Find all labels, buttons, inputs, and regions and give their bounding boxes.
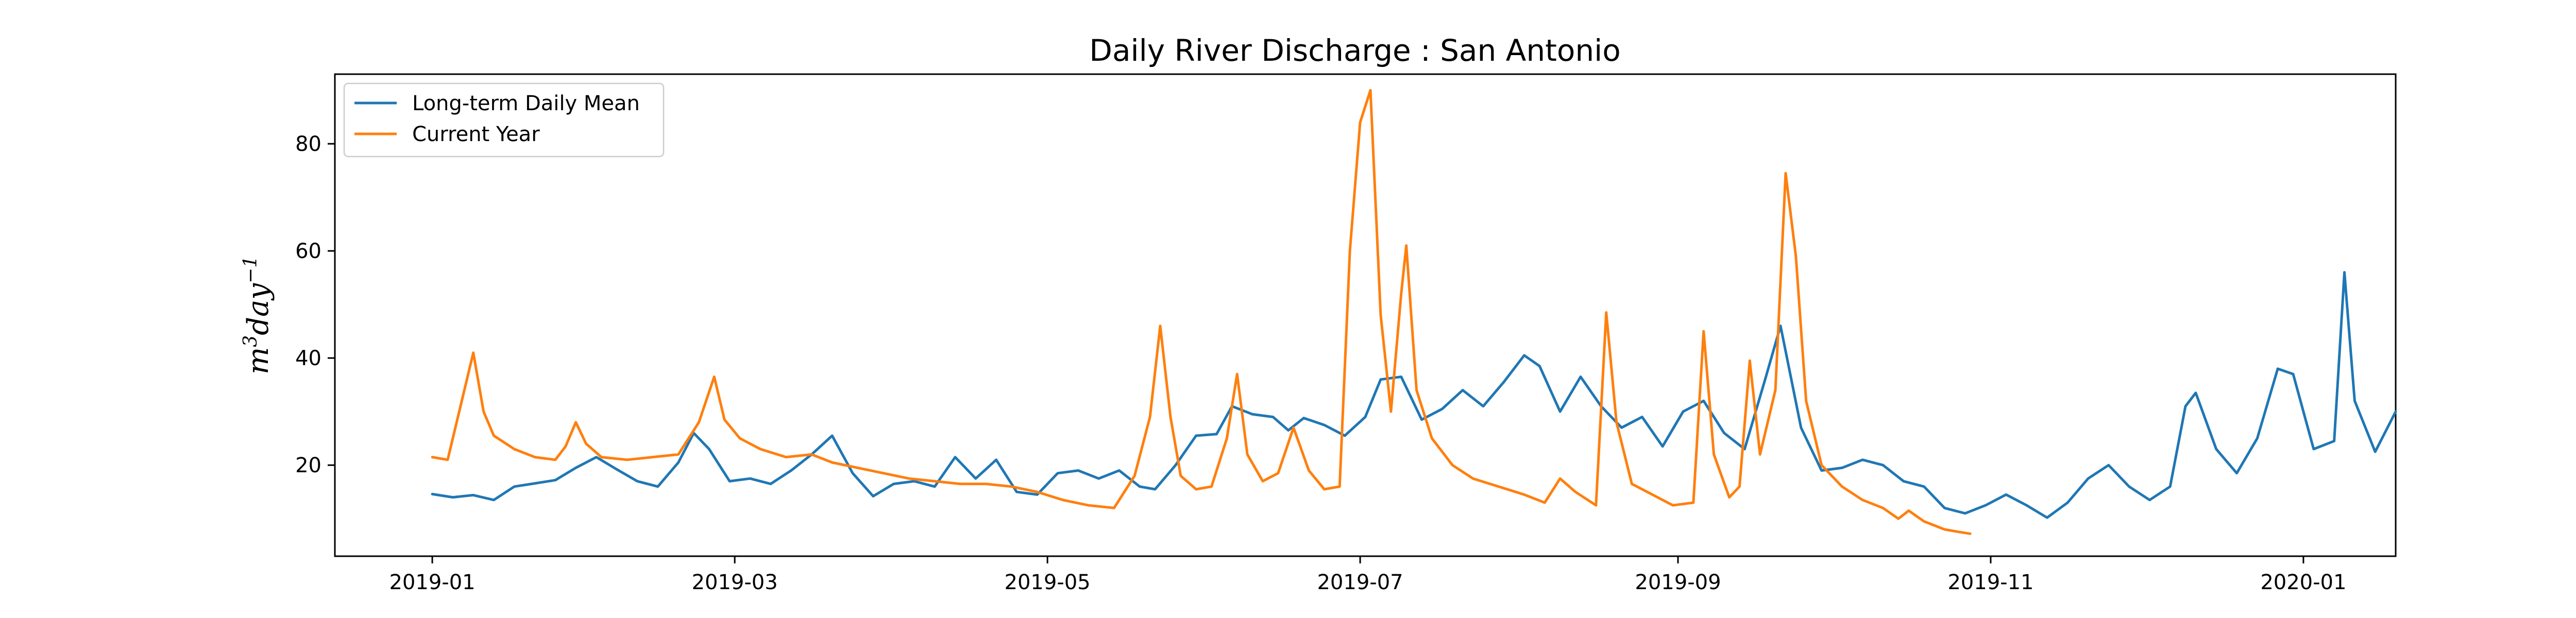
legend-label-current-year: Current Year	[412, 123, 540, 146]
y-tick-label-2: 60	[295, 239, 321, 263]
x-tick-label-0: 2019-01	[389, 571, 475, 594]
series-lines	[431, 89, 2397, 535]
y-axis: 20 40 60 80	[295, 132, 335, 477]
legend: Long-term Daily Mean Current Year	[343, 82, 665, 158]
x-tick-label-2: 2019-05	[1005, 571, 1091, 594]
x-tick-label-5: 2019-11	[1947, 571, 2033, 594]
series-line-1	[431, 89, 1972, 535]
y-tick-label-0: 20	[295, 454, 321, 477]
x-tick-label-1: 2019-03	[692, 571, 778, 594]
x-tick-label-4: 2019-09	[1635, 571, 1721, 594]
y-tick-label-1: 40	[295, 347, 321, 370]
plot-frame	[334, 73, 2397, 557]
x-tick-label-6: 2020-01	[2260, 571, 2346, 594]
series-line-0	[431, 271, 2397, 519]
y-axis-label: m3day−1	[240, 256, 275, 374]
legend-label-long-term: Long-term Daily Mean	[412, 92, 640, 115]
x-tick-label-3: 2019-07	[1317, 571, 1403, 594]
chart-title: Daily River Discharge : San Antonio	[1089, 33, 1620, 68]
x-axis: 2019-01 2019-03 2019-05 2019-07 2019-09 2019-…	[389, 556, 2346, 594]
y-tick-label-3: 80	[295, 132, 321, 156]
plot-area	[334, 73, 2397, 557]
legend-box	[343, 82, 665, 158]
